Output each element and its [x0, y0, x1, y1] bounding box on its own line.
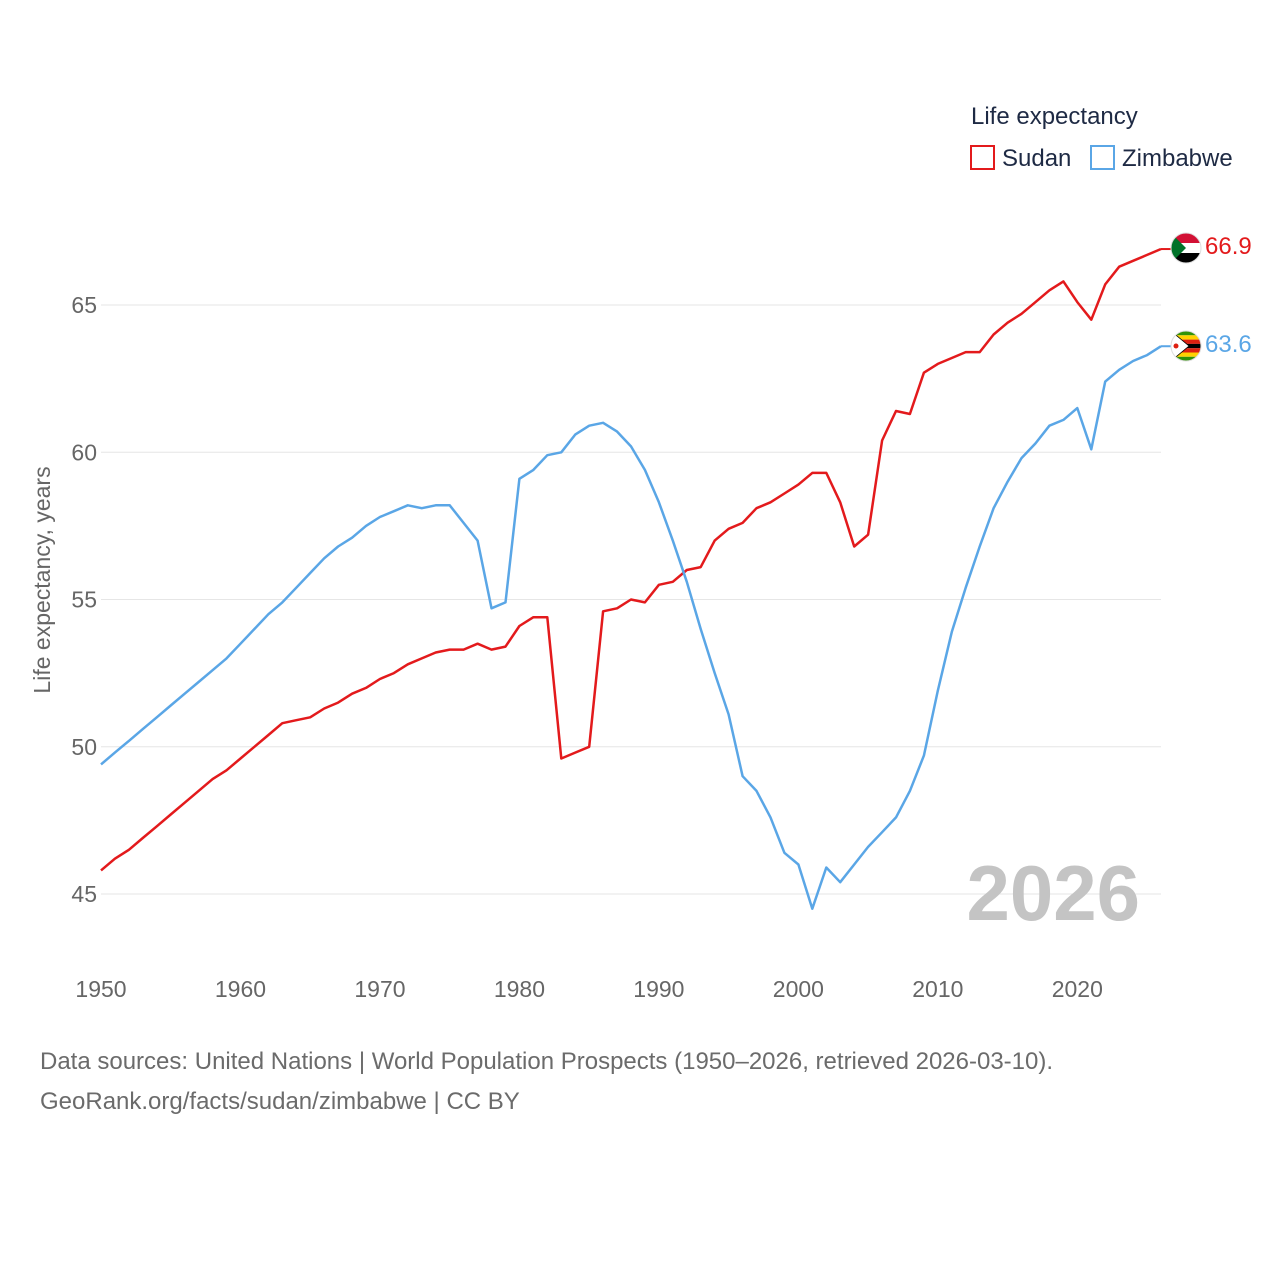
legend: Life expectancy Sudan Zimbabwe [970, 103, 1233, 172]
series-line-sudan[interactable] [100, 247, 1162, 872]
legend-swatch-sudan[interactable] [970, 145, 995, 170]
x-tick-label: 2020 [1052, 976, 1103, 1002]
end-label-zimbabwe: 63.6 [1205, 331, 1252, 358]
year-watermark: 2026 [966, 849, 1140, 937]
source-line: Data sources: United Nations | World Pop… [40, 1048, 1054, 1075]
y-tick-label: 55 [71, 587, 97, 613]
series-line-zimbabwe[interactable] [100, 345, 1162, 910]
y-axis: 45 50 55 60 65 [71, 292, 97, 907]
x-tick-label: 1950 [75, 976, 126, 1002]
sudan-flag-icon [1170, 232, 1202, 264]
series-lines [100, 247, 1171, 910]
y-axis-title: Life expectancy, years [29, 466, 55, 693]
x-tick-label: 1960 [215, 976, 266, 1002]
x-tick-label: 1990 [633, 976, 684, 1002]
legend-title: Life expectancy [971, 103, 1138, 130]
y-tick-label: 50 [71, 734, 97, 760]
x-tick-label: 1970 [354, 976, 405, 1002]
legend-label-sudan[interactable]: Sudan [1002, 145, 1071, 172]
x-tick-label: 1980 [494, 976, 545, 1002]
x-tick-label: 2010 [912, 976, 963, 1002]
y-tick-label: 65 [71, 292, 97, 318]
zimbabwe-flag-icon [1170, 330, 1202, 362]
legend-label-zimbabwe[interactable]: Zimbabwe [1122, 145, 1233, 172]
license-line: GeoRank.org/facts/sudan/zimbabwe | CC BY [40, 1088, 520, 1115]
x-tick-label: 2000 [773, 976, 824, 1002]
y-tick-label: 45 [71, 881, 97, 907]
legend-swatch-zimbabwe[interactable] [1090, 145, 1115, 170]
source-footer: Data sources: United Nations | World Pop… [40, 1042, 1053, 1122]
y-tick-label: 60 [71, 439, 97, 465]
chart: 45 50 55 60 65 1950 1960 1970 1980 1990 2000 2010 2… [29, 103, 1252, 1002]
x-axis: 1950 1960 1970 1980 1990 2000 2010 2020 [75, 976, 1102, 1002]
end-label-sudan: 66.9 [1205, 233, 1252, 260]
